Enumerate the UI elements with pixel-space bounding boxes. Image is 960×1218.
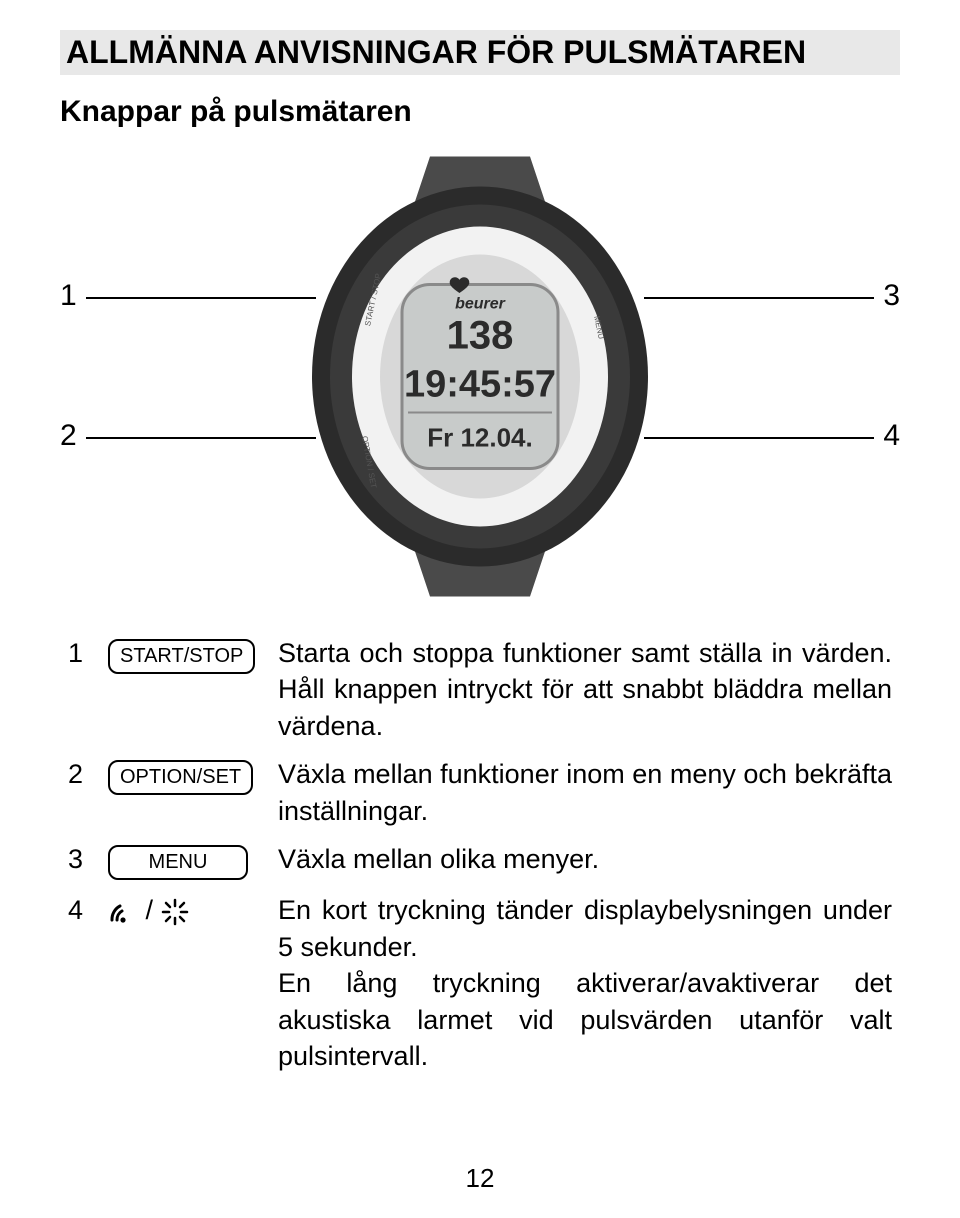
button-cell: OPTION/SET xyxy=(100,750,270,835)
callout-line-4 xyxy=(644,437,874,439)
table-row: 2 OPTION/SET Växla mellan funktioner ino… xyxy=(60,750,900,835)
icon-separator: / xyxy=(146,895,161,925)
svg-text:138: 138 xyxy=(447,314,514,358)
button-description: Växla mellan funktioner inom en meny och… xyxy=(270,750,900,835)
svg-text:beurer: beurer xyxy=(455,296,506,313)
callout-line-1 xyxy=(86,297,316,299)
row-number: 3 xyxy=(60,835,100,886)
row-number: 4 xyxy=(60,886,100,1080)
watch-diagram: 1 2 3 4 beurer 138 xyxy=(60,159,900,599)
button-description: Starta och stoppa funktioner samt ställa… xyxy=(270,629,900,750)
section-title: ALLMÄNNA ANVISNINGAR FÖR PULSMÄTAREN xyxy=(60,30,900,75)
button-cell: / xyxy=(100,886,270,1080)
button-table: 1 START/STOP Starta och stoppa funktione… xyxy=(60,629,900,1080)
row-number: 2 xyxy=(60,750,100,835)
button-description: Växla mellan olika menyer. xyxy=(270,835,900,886)
callout-2: 2 xyxy=(60,419,77,453)
menu-button-label: MENU xyxy=(108,845,248,880)
watch-illustration: beurer 138 19:45:57 Fr 12.04. START / ST… xyxy=(310,157,650,602)
callout-line-3 xyxy=(644,297,874,299)
callout-1: 1 xyxy=(60,279,77,313)
table-row: 1 START/STOP Starta och stoppa funktione… xyxy=(60,629,900,750)
signal-icon xyxy=(108,899,138,925)
callout-line-2 xyxy=(86,437,316,439)
light-icon xyxy=(161,898,189,926)
table-row: 3 MENU Växla mellan olika menyer. xyxy=(60,835,900,886)
row-number: 1 xyxy=(60,629,100,750)
svg-text:Fr 12.04.: Fr 12.04. xyxy=(427,423,533,453)
button-description: En kort tryckning tänder displaybelysnin… xyxy=(270,886,900,1080)
svg-text:19:45:57: 19:45:57 xyxy=(404,364,556,406)
table-row: 4 / En kort tryck xyxy=(60,886,900,1080)
callout-3: 3 xyxy=(883,279,900,313)
callout-4: 4 xyxy=(883,419,900,453)
button-cell: START/STOP xyxy=(100,629,270,750)
page-number: 12 xyxy=(0,1163,960,1194)
subtitle: Knappar på pulsmätaren xyxy=(60,95,900,129)
option-set-button-label: OPTION/SET xyxy=(108,760,253,795)
button-cell: MENU xyxy=(100,835,270,886)
start-stop-button-label: START/STOP xyxy=(108,639,255,674)
